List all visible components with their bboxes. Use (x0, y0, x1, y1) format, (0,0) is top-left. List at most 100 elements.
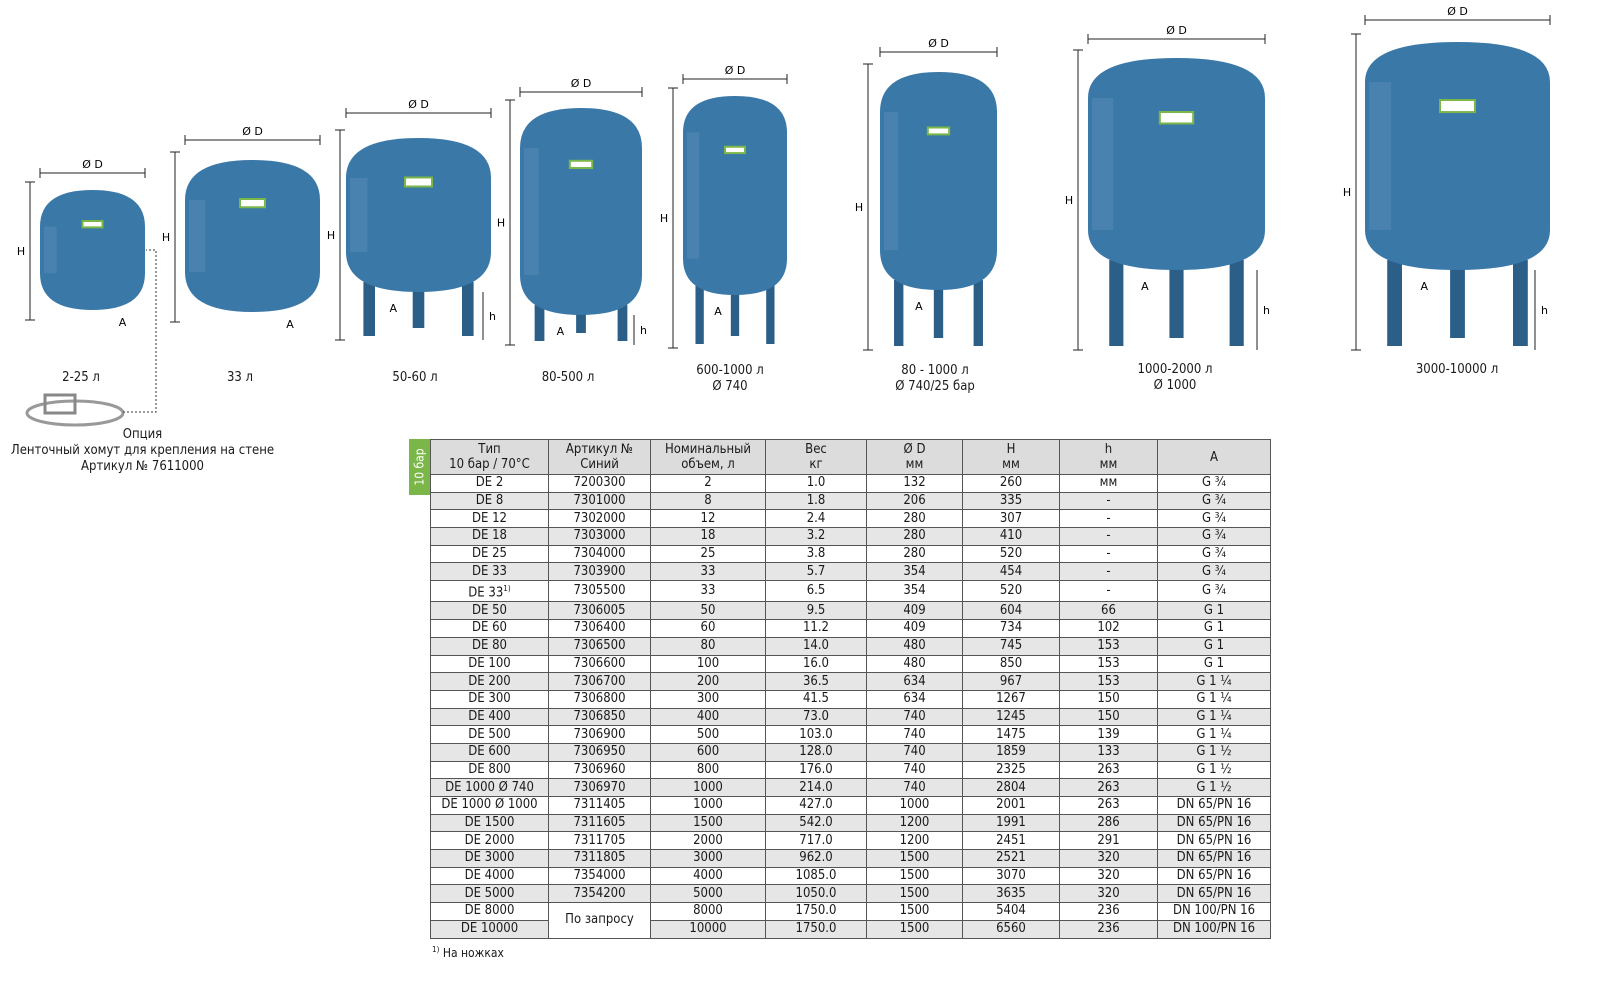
table-row: DE 80 7306500 80 14.0 480 745 153 G 1 (430, 636, 1271, 656)
table-cell: 480 (866, 654, 963, 674)
table-cell: 1500 (866, 866, 963, 886)
table-cell: 520 (962, 580, 1060, 603)
table-cell: DE 18 (430, 527, 549, 546)
table-cell: DN 65/PN 16 (1157, 813, 1271, 833)
diameter-label: Ø D (408, 98, 429, 111)
table-cell: 320 (1059, 884, 1158, 904)
table-row: DE 25 7304000 25 3.8 280 520- G ¾ (430, 544, 1271, 564)
table-cell: 7306850 (548, 707, 651, 727)
table-cell: 1085.0 (765, 866, 867, 886)
table-row: DE 18 7303000 18 3.2 280 410- G ¾ (430, 527, 1271, 546)
tank-2: Ø D H Ah (327, 98, 496, 341)
table-cell: DE 60 (430, 619, 549, 638)
table-cell: 320 (1059, 849, 1158, 868)
table-cell: 150 (1059, 689, 1158, 709)
table-cell: 1859 (962, 742, 1060, 762)
table-row: DE 4000 7354000 4000 1085.0 1500 3070 320 DN 65… (430, 866, 1271, 886)
table-cell: 7311805 (548, 849, 651, 868)
table-row: DE 800 7306960 800 176.0 740 2325 263 G 1 ½ (430, 760, 1271, 780)
tank-leg (1229, 260, 1244, 346)
h-label: h (1541, 304, 1548, 317)
tank-highlight (350, 178, 368, 252)
table-cell: 9.5 (765, 601, 867, 621)
connection-label: A (286, 318, 294, 331)
tank-leg (933, 280, 944, 338)
table-cell: 73.0 (765, 707, 867, 727)
table-cell: 280 (866, 527, 963, 546)
connection-label: A (390, 302, 398, 315)
table-cell: DE 200 (430, 672, 549, 691)
table-cell: G 1 ¼ (1157, 672, 1271, 691)
table-cell: 133 (1059, 742, 1158, 762)
table-cell: 962.0 (765, 849, 867, 868)
table-cell: 50 (650, 601, 766, 621)
table-cell: DE 4000 (430, 866, 549, 886)
table-cell: DE 12 (430, 509, 549, 529)
table-row: DE 33 7303900 33 5.7 354 454- G ¾ (430, 562, 1271, 582)
table-cell: 1500 (650, 813, 766, 833)
table-cell: 12 (650, 509, 766, 529)
table-cell: DE 2 (430, 474, 549, 493)
footnote-mark: 1) (503, 584, 511, 594)
table-cell: DE 300 (430, 689, 549, 709)
table-cell: 5000 (650, 884, 766, 904)
table-cell: 1000 (650, 778, 766, 798)
tank-leg (1109, 260, 1124, 346)
table-cell: 132 (866, 474, 963, 493)
tank-leg (894, 280, 904, 346)
table-row: DE 3000 7311805 3000 962.0 1500 2521 320 DN 65/… (430, 849, 1271, 868)
table-row: DE 1500 7311605 1500 542.0 1200 1991 286 DN 65/… (430, 813, 1271, 833)
diameter-label: Ø D (928, 37, 949, 50)
table-row: DE 2000 7311705 2000 717.0 1200 2451 291 DN 65/… (430, 831, 1271, 851)
table-cell: G 1 (1157, 601, 1271, 621)
table-cell: 263 (1059, 760, 1158, 780)
tank-leg (1387, 260, 1402, 346)
tank-leg (1169, 260, 1184, 338)
h-label: h (1263, 304, 1270, 317)
table-cell: G 1 (1157, 654, 1271, 674)
table-cell: - (1059, 580, 1158, 603)
column-header: Тип 10 бар / 70°C (430, 439, 549, 475)
table-cell: G 1 ¼ (1157, 707, 1271, 727)
table-cell: 7306700 (548, 672, 651, 691)
table-cell: 7306500 (548, 636, 651, 656)
table-cell: 128.0 (765, 742, 867, 762)
table-cell: 150 (1059, 707, 1158, 727)
table-cell: 454 (962, 562, 1060, 582)
reflex-logo-inner (570, 161, 592, 168)
reflex-logo-inner (1160, 113, 1193, 123)
table-cell: 3.2 (765, 527, 867, 546)
tank-body (683, 96, 787, 295)
table-cell: 7305500 (548, 580, 651, 603)
table-cell: мм (1059, 474, 1158, 493)
table-cell: DE 600 (430, 742, 549, 762)
table-cell: DN 100/PN 16 (1157, 902, 1271, 921)
table-cell: 7306005 (548, 601, 651, 621)
diameter-label: Ø D (1166, 24, 1187, 37)
tank-leg (576, 305, 586, 333)
table-cell: DE 5000 (430, 884, 549, 904)
table-cell: 2 (650, 474, 766, 493)
tank-body (40, 190, 145, 310)
table-cell: 60 (650, 619, 766, 638)
tank-label: 50-60 л (392, 370, 438, 385)
table-cell: G 1 ¼ (1157, 725, 1271, 744)
table-cell: G 1 ½ (1157, 760, 1271, 780)
table-cell: 409 (866, 601, 963, 621)
table-cell: 214.0 (765, 778, 867, 798)
table-cell: 1991 (962, 813, 1060, 833)
table-cell: DE 10000 (430, 919, 549, 939)
table-row: DE 331) 7305500 33 6.5 354 520- G ¾ (430, 580, 1271, 603)
tank-highlight (44, 226, 57, 274)
tank-leg (1450, 260, 1465, 338)
table-cell: 967 (962, 672, 1060, 691)
table-row: DE 200 7306700 200 36.5 634 967 153 G 1 ¼ (430, 672, 1271, 691)
height-label: H (497, 217, 505, 230)
table-cell: 1.8 (765, 491, 867, 511)
table-cell: 2521 (962, 849, 1060, 868)
table-cell: DN 65/PN 16 (1157, 866, 1271, 886)
table-cell: DE 1500 (430, 813, 549, 833)
table-cell: 1750.0 (765, 919, 867, 939)
diameter-label: Ø D (725, 64, 746, 77)
